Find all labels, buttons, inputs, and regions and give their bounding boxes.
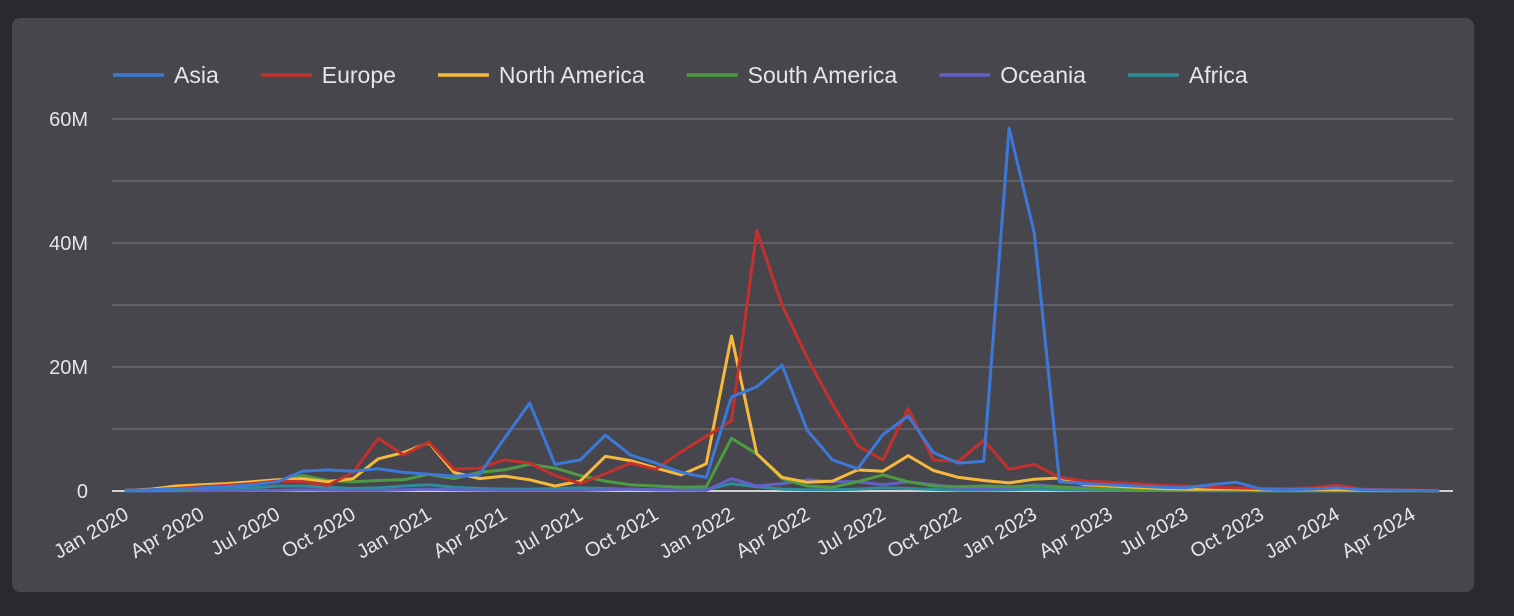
series-line-europe	[124, 229, 1440, 492]
x-tick-label: Jul 2020	[207, 503, 283, 560]
legend-label-north-america: North America	[499, 62, 645, 88]
x-tick-label: Apr 2023	[1035, 503, 1116, 563]
x-tick-label: Jul 2023	[1116, 503, 1192, 560]
series-lines	[124, 126, 1440, 493]
y-tick-label: 60M	[49, 109, 88, 131]
x-tick-label: Oct 2020	[278, 503, 359, 563]
x-tick-label: Jan 2024	[1261, 503, 1343, 563]
x-tick-label: Apr 2022	[732, 503, 813, 563]
x-tick-label: Jan 2023	[959, 503, 1041, 563]
chart-title-strip	[0, 0, 1514, 18]
x-tick-label: Jan 2021	[353, 503, 435, 563]
series-line-north-america	[124, 334, 1440, 493]
x-tick-label: Jul 2022	[813, 503, 889, 560]
x-tick-label: Jan 2020	[50, 503, 132, 563]
legend-label-south-america: South America	[748, 62, 898, 88]
x-tick-label: Oct 2021	[581, 503, 662, 563]
y-axis-ticks: 0 20M 40M 60M	[49, 109, 88, 503]
x-tick-label: Apr 2024	[1338, 503, 1419, 563]
x-tick-label: Jan 2022	[656, 503, 738, 563]
legend-label-africa: Africa	[1189, 62, 1248, 88]
x-tick-label: Oct 2023	[1187, 503, 1268, 563]
y-tick-label: 0	[77, 481, 88, 503]
legend-label-oceania: Oceania	[1000, 62, 1086, 88]
legend-label-europe: Europe	[322, 62, 396, 88]
x-tick-label: Apr 2020	[127, 503, 208, 563]
chart-card: 0 20M 40M 60M Jan 2020 Apr 2020 Jul 2020 Oct 2…	[12, 18, 1474, 592]
legend: Asia Europe North America South America Ocea…	[113, 62, 1248, 88]
y-tick-label: 20M	[49, 357, 88, 379]
series-line-asia	[124, 126, 1440, 493]
y-tick-label: 40M	[49, 233, 88, 255]
x-tick-label: Apr 2021	[430, 503, 511, 563]
x-tick-label: Oct 2022	[884, 503, 965, 563]
x-tick-label: Jul 2021	[510, 503, 586, 560]
legend-label-asia: Asia	[174, 62, 219, 88]
